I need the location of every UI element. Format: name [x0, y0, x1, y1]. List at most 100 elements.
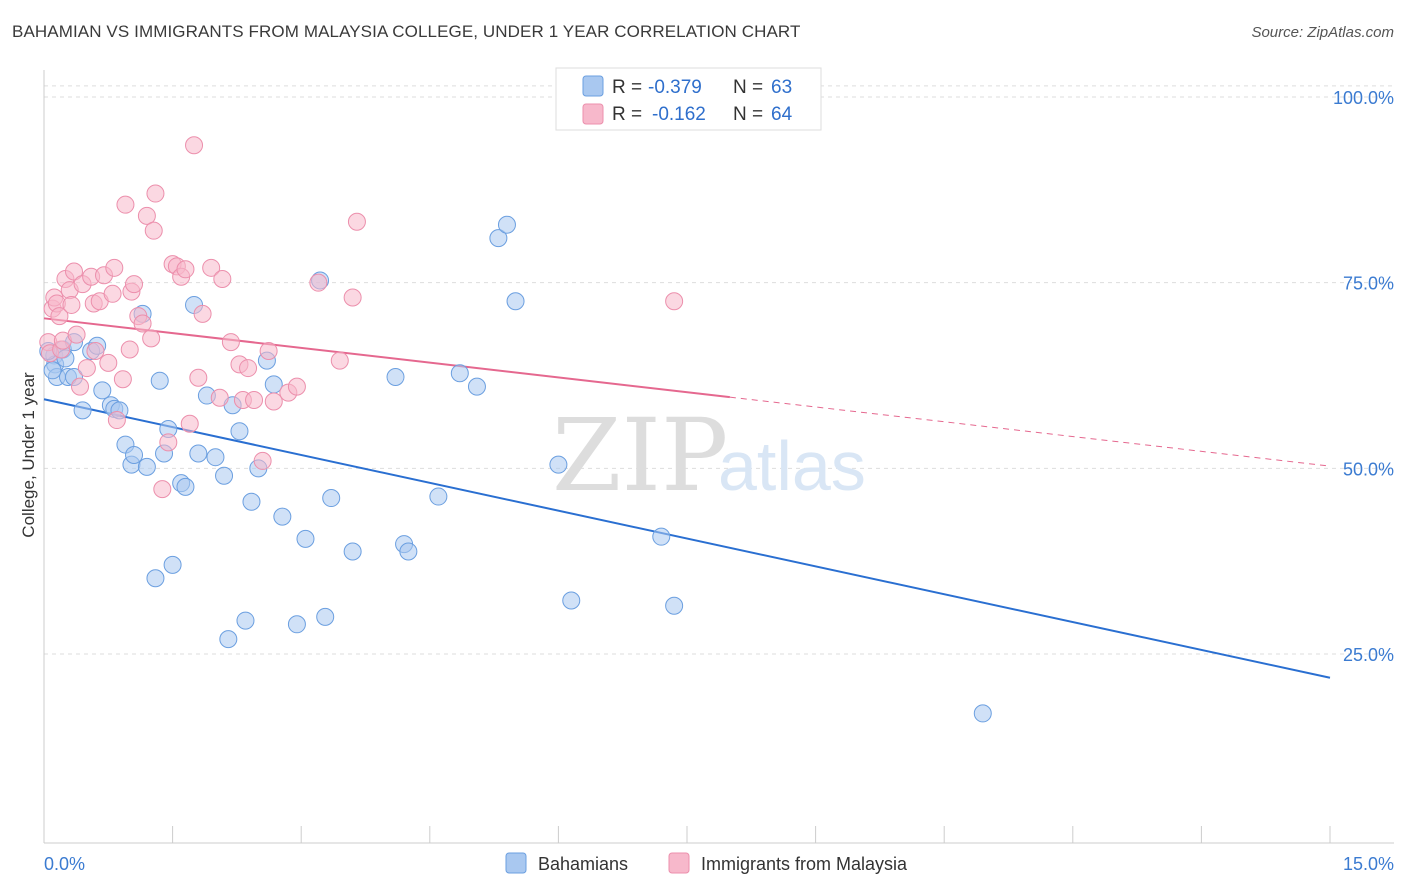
- y-tick-label-25: 25.0%: [1343, 645, 1394, 665]
- legend-box: R = -0.379 N = 63 R = -0.162 N = 64: [555, 67, 822, 131]
- point-pink-13: [71, 377, 90, 396]
- point-blue-44: [322, 489, 341, 508]
- legend-r-label-pink: R =: [612, 104, 642, 125]
- point-blue-55: [549, 455, 568, 474]
- watermark-atlas: atlas: [718, 427, 866, 505]
- point-blue-18: [137, 457, 156, 476]
- point-pink-26: [116, 195, 135, 214]
- point-pink-43: [185, 136, 204, 155]
- point-pink-52: [239, 359, 258, 378]
- point-blue-45: [343, 542, 362, 561]
- point-pink-18: [86, 341, 105, 360]
- y-tick-labels: 25.0% 50.0% 75.0% 100.0%: [1333, 88, 1394, 665]
- y-axis-label: College, Under 1 year: [19, 372, 38, 538]
- point-pink-60: [330, 351, 349, 370]
- point-blue-7: [73, 401, 92, 420]
- point-pink-11: [65, 262, 84, 281]
- point-pink-37: [159, 433, 178, 452]
- point-blue-16: [125, 445, 144, 464]
- point-blue-34: [236, 611, 255, 630]
- point-pink-33: [142, 329, 161, 348]
- legend-n-label-pink: N =: [733, 104, 763, 125]
- legend-r-label-blue: R =: [612, 77, 642, 98]
- legend-r-value-pink: -0.162: [652, 104, 706, 125]
- y-tick-label-100: 100.0%: [1333, 88, 1394, 108]
- point-pink-63: [665, 292, 684, 311]
- legend-n-value-pink: 64: [771, 104, 793, 125]
- point-blue-59: [973, 704, 992, 723]
- bottom-legend-swatch-blue: [505, 852, 527, 874]
- legend-n-label-blue: N =: [733, 77, 763, 98]
- point-pink-42: [180, 414, 199, 433]
- y-tick-label-75: 75.0%: [1343, 274, 1394, 294]
- point-blue-33: [230, 422, 249, 441]
- trend-lines: [43, 317, 1331, 679]
- point-pink-44: [189, 368, 208, 387]
- bottom-legend: Bahamians Immigrants from Malaysia: [505, 852, 908, 874]
- point-pink-21: [99, 353, 118, 372]
- legend-swatch-blue: [582, 75, 604, 97]
- point-blue-30: [215, 466, 234, 485]
- point-blue-10: [93, 381, 112, 400]
- point-pink-59: [309, 273, 328, 292]
- point-blue-46: [386, 367, 405, 386]
- point-pink-24: [107, 411, 126, 430]
- point-blue-52: [489, 229, 508, 248]
- point-pink-34: [144, 221, 163, 240]
- point-blue-50: [450, 364, 469, 383]
- point-blue-29: [206, 448, 225, 467]
- point-blue-40: [287, 615, 306, 634]
- point-blue-54: [506, 292, 525, 311]
- point-pink-23: [105, 258, 124, 277]
- point-blue-41: [296, 529, 315, 548]
- bottom-legend-label-pink: Immigrants from Malaysia: [701, 854, 908, 874]
- point-pink-27: [120, 340, 139, 359]
- point-blue-19: [146, 569, 165, 588]
- point-blue-48: [399, 542, 418, 561]
- point-pink-15: [77, 359, 96, 378]
- point-pink-41: [176, 260, 195, 279]
- point-blue-53: [497, 215, 516, 234]
- point-pink-29: [125, 275, 144, 294]
- trend-line-blue: [43, 398, 1331, 679]
- bottom-legend-swatch-pink: [668, 852, 690, 874]
- point-blue-31: [219, 630, 238, 649]
- point-pink-58: [287, 377, 306, 396]
- trend-line-pink: [43, 317, 730, 399]
- point-blue-49: [429, 487, 448, 506]
- x-tick-label-max: 15.0%: [1343, 854, 1394, 874]
- point-pink-61: [343, 288, 362, 307]
- point-blue-51: [467, 377, 486, 396]
- bottom-legend-label-blue: Bahamians: [538, 854, 628, 874]
- point-pink-10: [62, 295, 81, 314]
- point-blue-20: [150, 371, 169, 390]
- point-pink-36: [153, 480, 172, 499]
- point-pink-45: [193, 304, 212, 323]
- legend-n-value-blue: 63: [771, 77, 792, 98]
- chart-title: BAHAMIAN VS IMMIGRANTS FROM MALAYSIA COL…: [12, 22, 801, 41]
- x-ticks: [172, 826, 1331, 843]
- point-blue-56: [562, 591, 581, 610]
- point-pink-32: [137, 206, 156, 225]
- point-pink-25: [113, 370, 132, 389]
- point-pink-12: [67, 325, 86, 344]
- point-blue-23: [163, 555, 182, 574]
- point-blue-27: [189, 444, 208, 463]
- trend-line-dashed-pink: [729, 396, 1331, 467]
- point-blue-25: [176, 477, 195, 496]
- point-pink-55: [259, 341, 278, 360]
- source-label: Source: ZipAtlas.com: [1251, 24, 1394, 41]
- point-blue-58: [665, 596, 684, 615]
- point-blue-61: [43, 361, 62, 380]
- watermark-zip: ZIP: [552, 397, 728, 514]
- point-pink-35: [146, 184, 165, 203]
- legend-r-value-blue: -0.379: [648, 77, 702, 98]
- point-pink-53: [245, 391, 264, 410]
- point-pink-48: [213, 269, 232, 288]
- point-pink-22: [103, 284, 122, 303]
- point-pink-54: [253, 451, 272, 470]
- legend-swatch-pink: [582, 103, 604, 125]
- point-pink-31: [133, 314, 152, 333]
- point-pink-49: [221, 333, 240, 352]
